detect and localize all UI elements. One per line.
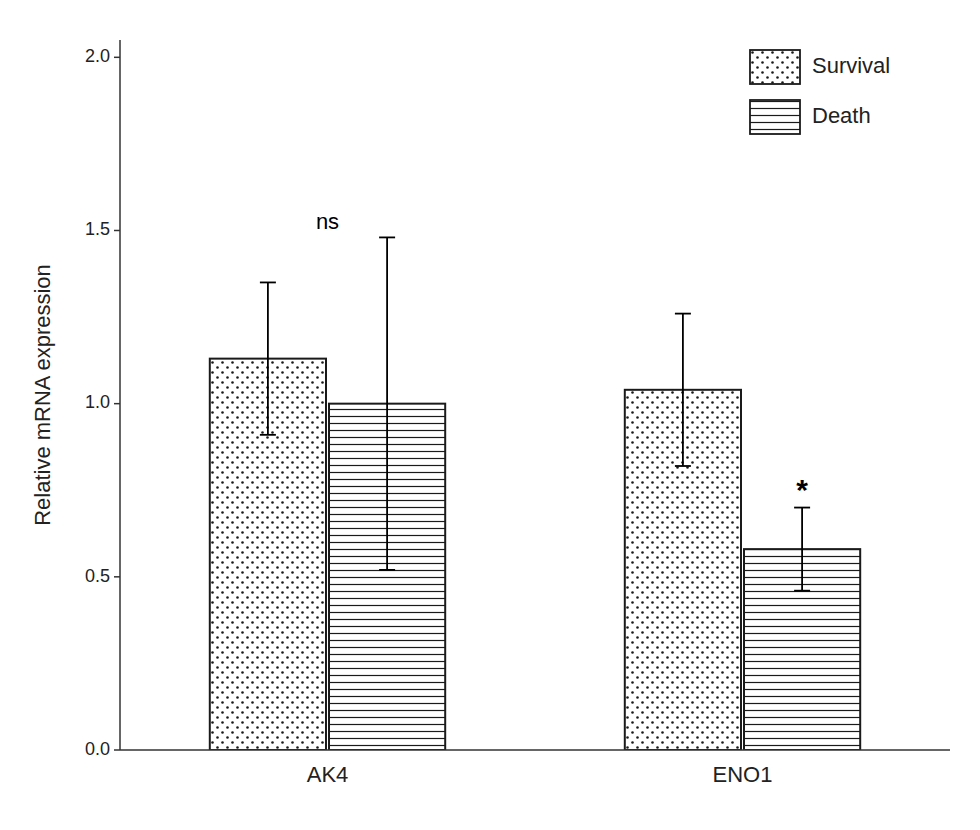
y-tick-label: 2.0 [85, 46, 110, 66]
error-bar-cap [675, 313, 691, 315]
chart-svg: 0.0 0.5 1.0 1.5 2.0 AK4 ENO1 Relative mRNA expr… [0, 0, 980, 830]
y-tick-label: 0.0 [85, 739, 110, 759]
annotations: ns * [316, 209, 808, 505]
error-bar [675, 314, 691, 466]
legend-label: Survival [812, 53, 890, 78]
annotation: ns [316, 209, 339, 234]
error-bar [379, 237, 395, 569]
legend: Survival Death [750, 50, 890, 134]
error-bar-cap [794, 507, 810, 509]
error-bar-cap [379, 237, 395, 239]
x-tick-label: ENO1 [713, 762, 773, 787]
error-bar-cap [260, 282, 276, 284]
x-tick-label: AK4 [307, 762, 349, 787]
y-tick [114, 403, 120, 405]
axes: 0.0 0.5 1.0 1.5 2.0 AK4 ENO1 Relative mRNA expr… [30, 40, 950, 787]
error-bar-stem [801, 508, 803, 591]
error-bar-cap [379, 569, 395, 571]
plot-marks [210, 237, 860, 750]
error-bar-cap [794, 590, 810, 592]
legend-swatch [750, 50, 800, 84]
error-bar-stem [386, 237, 388, 569]
error-bar-cap [675, 465, 691, 467]
y-tick-label: 1.5 [85, 219, 110, 239]
legend-swatch [750, 100, 800, 134]
y-tick [114, 749, 120, 751]
legend-label: Death [812, 103, 871, 128]
y-tick [114, 576, 120, 578]
y-tick [114, 230, 120, 232]
x-axis-line [120, 749, 950, 751]
annotation: * [796, 473, 808, 506]
y-tick-label: 0.5 [85, 566, 110, 586]
y-axis-line [119, 40, 121, 750]
chart-container: 0.0 0.5 1.0 1.5 2.0 AK4 ENO1 Relative mRNA expr… [0, 0, 980, 830]
error-bar-cap [260, 434, 276, 436]
error-bar [794, 508, 810, 591]
error-bar [260, 282, 276, 434]
y-tick-label: 1.0 [85, 392, 110, 412]
y-tick [114, 57, 120, 59]
y-axis-label: Relative mRNA expression [30, 264, 55, 526]
error-bar-stem [682, 314, 684, 466]
error-bar-stem [267, 282, 269, 434]
